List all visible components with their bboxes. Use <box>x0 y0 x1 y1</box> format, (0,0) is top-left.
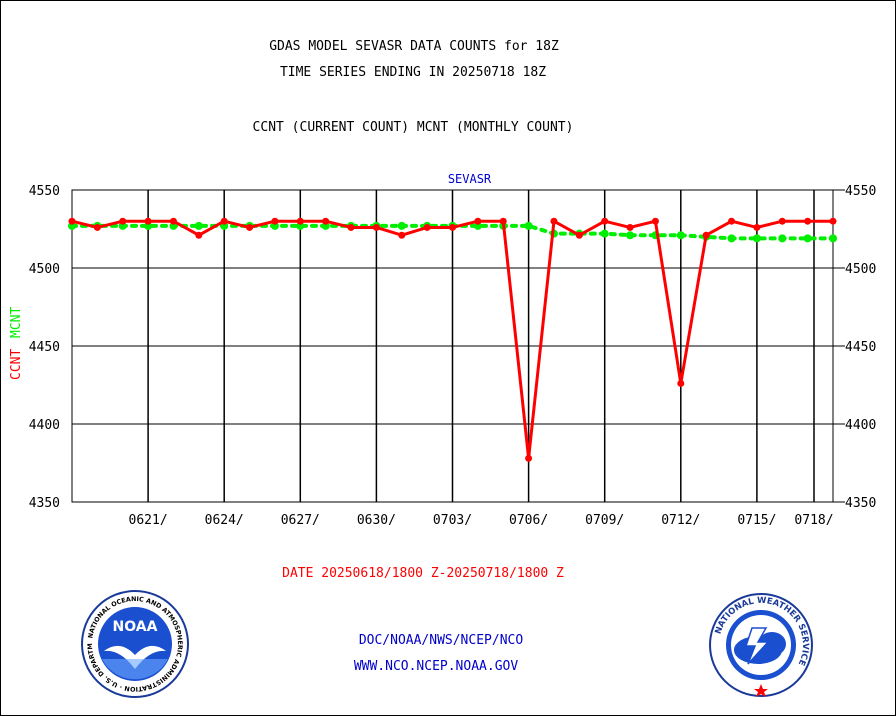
mcnt-point <box>194 221 203 230</box>
x-tick-label: 0627/ <box>281 513 320 528</box>
ccnt-point <box>296 217 304 225</box>
ccnt-point <box>119 217 127 225</box>
mcnt-point <box>626 231 635 240</box>
ccnt-point <box>626 223 634 231</box>
x-tick-label: 0712/ <box>661 513 700 528</box>
mcnt-point <box>752 234 761 243</box>
mcnt-point <box>829 234 837 243</box>
chart-svg: 4350 4350 4400 4400 4450 4450 4500 4500 4550 4550… <box>9 172 876 528</box>
date-range-label: DATE 20250618/1800 Z-20250718/1800 Z <box>282 566 564 581</box>
y-axis-label-ccnt: CCNT <box>9 349 24 380</box>
ccnt-point <box>525 454 533 462</box>
ccnt-point <box>575 231 583 239</box>
ccnt-point <box>753 223 761 231</box>
y-tick-label-left: 4400 <box>29 418 60 433</box>
noaa-logo-text: NOAA <box>113 619 158 635</box>
y-tick-label-right: 4450 <box>845 340 876 355</box>
mcnt-point <box>600 229 609 238</box>
y-tick-label-right: 4500 <box>845 262 876 277</box>
series-title: SEVASR <box>448 172 492 186</box>
y-axis-label-group: CCNT MCNT <box>9 307 24 380</box>
ccnt-point <box>677 379 685 387</box>
x-tick-label: 0706/ <box>509 513 548 528</box>
ccnt-point <box>449 223 456 231</box>
chart-subtitle: CCNT (CURRENT COUNT) MCNT (MONTHLY COUNT… <box>252 120 574 135</box>
ccnt-point <box>68 217 76 225</box>
mcnt-point <box>397 221 406 230</box>
mcnt-point <box>727 234 736 243</box>
ccnt-point <box>651 217 659 225</box>
mcnt-point <box>778 234 787 243</box>
org-path-label: DOC/NOAA/NWS/NCEP/NCO <box>358 633 524 648</box>
y-tick-label-left: 4550 <box>29 184 60 199</box>
ccnt-point <box>398 231 406 239</box>
ccnt-point <box>271 217 279 225</box>
noaa-logo: NOAA NATIONAL OCEANIC AND ATMOSPHERIC AD… <box>80 589 189 698</box>
ccnt-point <box>804 217 812 225</box>
y-tick-label-left: 4500 <box>29 262 60 277</box>
x-tick-label: 0630/ <box>357 513 396 528</box>
y-tick-label-right: 4400 <box>845 418 876 433</box>
y-axis-label-mcnt: MCNT <box>9 307 24 338</box>
chart-title-line2: TIME SERIES ENDING IN 20250718 18Z <box>279 65 547 80</box>
y-tick-label-left: 4450 <box>29 340 60 355</box>
mcnt-point <box>803 234 812 243</box>
ccnt-point <box>372 223 380 231</box>
y-tick-label-right: 4550 <box>845 184 876 199</box>
ccnt-point <box>220 217 228 225</box>
ccnt-point <box>474 217 482 225</box>
ccnt-point <box>246 223 254 231</box>
ccnt-point <box>322 217 330 225</box>
website-label: WWW.NCO.NCEP.NOAA.GOV <box>353 659 519 674</box>
ccnt-point <box>728 217 736 225</box>
y-tick-label-left: 4350 <box>29 496 60 511</box>
mcnt-point <box>676 231 685 240</box>
x-tick-label: 0703/ <box>433 513 472 528</box>
x-tick-label: 0621/ <box>129 513 168 528</box>
ccnt-point <box>169 217 177 225</box>
x-tick-label: 0718/ <box>794 513 833 528</box>
ccnt-point <box>423 223 431 231</box>
ccnt-point <box>93 223 101 231</box>
x-tick-label: 0709/ <box>585 513 624 528</box>
x-tick-label: 0624/ <box>205 513 244 528</box>
ccnt-point <box>829 217 837 225</box>
ccnt-point <box>144 217 152 225</box>
ccnt-point <box>702 231 710 239</box>
ccnt-point <box>195 231 203 239</box>
y-tick-label-right: 4350 <box>845 496 876 511</box>
ccnt-point <box>499 217 507 225</box>
ccnt-point <box>550 217 558 225</box>
ccnt-point <box>347 223 355 231</box>
mcnt-point <box>524 221 533 230</box>
nws-logo: NATIONAL WEATHER SERVICE <box>709 593 813 697</box>
ccnt-point <box>778 217 786 225</box>
chart-title-line1: GDAS MODEL SEVASR DATA COUNTS for 18Z <box>269 39 559 54</box>
x-tick-label: 0715/ <box>737 513 776 528</box>
ccnt-point <box>601 217 609 225</box>
